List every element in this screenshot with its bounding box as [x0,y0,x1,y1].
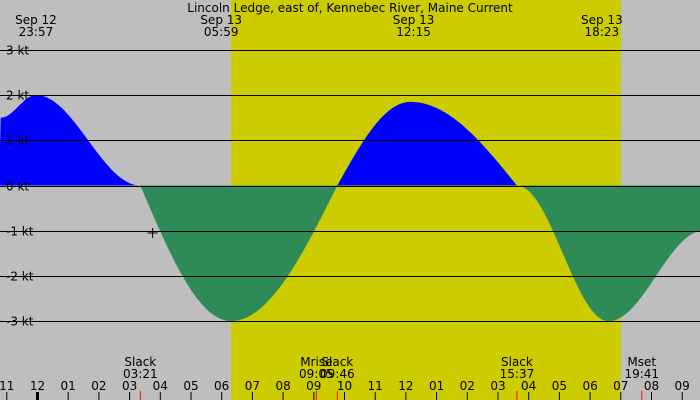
x-tick-label: 04 [521,379,536,393]
event-time: 09:05 [299,367,334,381]
y-tick-label: 2 kt [6,89,29,103]
event-name: Slack [501,355,533,369]
x-tick-label: 01 [429,379,444,393]
x-tick-label: 06 [214,379,229,393]
x-tick-label: 02 [91,379,106,393]
y-tick-label: 3 kt [6,44,29,58]
x-tick-label: 08 [275,379,290,393]
top-label-time: 05:59 [204,25,239,39]
y-tick-label: -3 kt [6,315,34,329]
top-label-time: 12:15 [396,25,431,39]
x-tick-label: 09 [306,379,321,393]
event-name: Mset [627,355,656,369]
top-label-time: 18:23 [585,25,620,39]
x-tick-labels: 11 12 01 02 03 04 05 06 07 08 09 10 11 12 01 02 03 04 05 06… [0,379,690,400]
y-tick-label: -1 kt [6,225,34,239]
x-tick-label: 08 [644,379,659,393]
x-tick-label: 03 [490,379,505,393]
event-time: 09:46 [320,367,355,381]
x-tick-label: 10 [337,379,352,393]
top-label-date: Sep 13 [393,13,435,27]
crosshair-cursor[interactable] [147,227,158,238]
event-time: 03:21 [123,367,158,381]
flood-area [0,95,700,186]
x-tick-label: 02 [460,379,475,393]
event-labels: Slack03:21Mrise09:05Slack09:46Slack15:37… [123,355,659,400]
top-label-date: Sep 13 [200,13,242,27]
event-name: Mrise [300,355,332,369]
x-tick-label: 09 [675,379,690,393]
x-tick-label: 04 [153,379,168,393]
x-tick-label: 01 [61,379,76,393]
x-tick-label: 03 [122,379,137,393]
x-tick-label: 11 [368,379,383,393]
x-tick-label: 05 [552,379,567,393]
x-tick-label: 07 [245,379,260,393]
event-name: Slack [124,355,156,369]
x-tick-label: 12 [398,379,413,393]
event-time: 19:41 [624,367,659,381]
x-tick-label: 06 [582,379,597,393]
grid-lines [0,50,700,322]
current-areas [0,95,700,322]
x-tick-label: 05 [183,379,198,393]
x-tick-label: 11 [0,379,14,393]
y-tick-label: 0 kt [6,180,29,194]
y-tick-labels: 3 kt 2 kt 1 kt 0 kt -1 kt -2 kt -3 kt [6,44,34,329]
y-tick-label: -2 kt [6,270,34,284]
chart-title: Lincoln Ledge, east of, Kennebec River, … [187,1,513,15]
event-time: 15:37 [500,367,535,381]
x-tick-label: 07 [613,379,628,393]
top-label-date: Sep 13 [581,13,623,27]
y-tick-label: 1 kt [6,134,29,148]
x-tick-label: 12 [30,379,45,393]
top-label-time: 23:57 [19,25,54,39]
ebb-area [0,185,700,322]
top-label-date: Sep 12 [15,13,57,27]
event-name: Slack [321,355,353,369]
